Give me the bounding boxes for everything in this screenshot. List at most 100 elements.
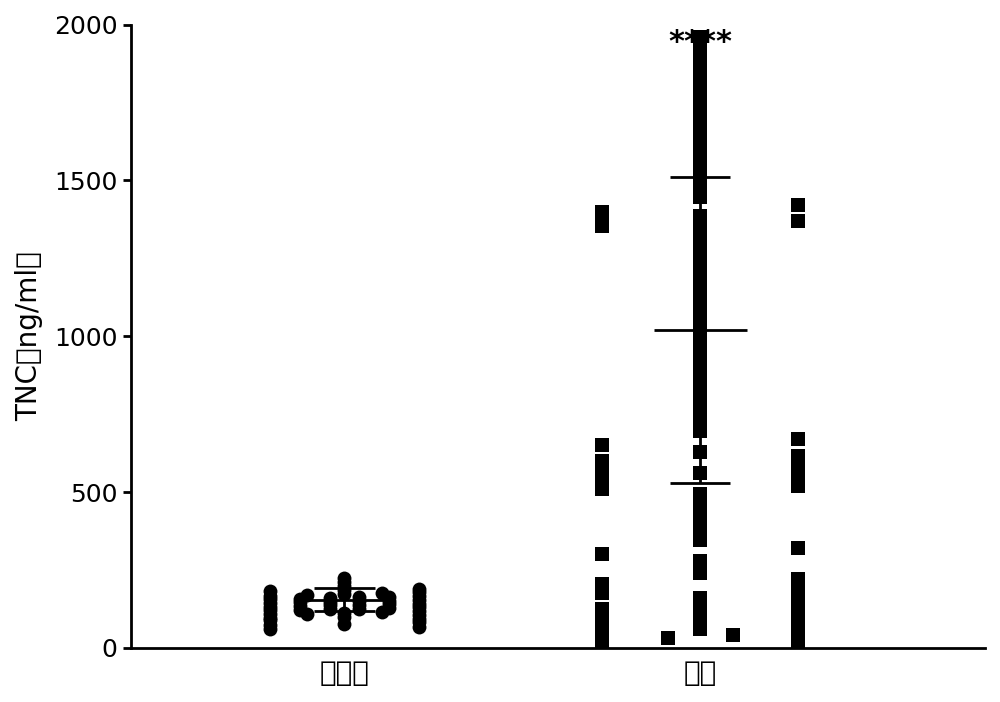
Point — [336, 580, 352, 591]
Point — [262, 615, 278, 626]
Point — [411, 621, 427, 633]
Point — [692, 312, 708, 323]
Point — [692, 352, 708, 364]
Point — [692, 418, 708, 429]
Point — [381, 599, 397, 610]
Point — [790, 621, 806, 632]
Point — [594, 471, 610, 482]
Point — [292, 600, 308, 611]
Point — [692, 555, 708, 567]
Point — [692, 600, 708, 611]
Point — [336, 607, 352, 618]
Point — [692, 192, 708, 203]
Point — [336, 584, 352, 595]
Point — [374, 588, 390, 599]
Point — [351, 595, 367, 607]
Point — [336, 589, 352, 600]
Point — [594, 578, 610, 590]
Y-axis label: TNC（ng/ml）: TNC（ng/ml） — [15, 251, 43, 421]
Point — [336, 572, 352, 583]
Point — [692, 262, 708, 273]
Point — [381, 595, 397, 606]
Point — [262, 590, 278, 601]
Point — [262, 605, 278, 616]
Point — [594, 461, 610, 472]
Point — [692, 409, 708, 420]
Point — [594, 483, 610, 494]
Point — [411, 606, 427, 617]
Point — [351, 603, 367, 614]
Point — [692, 592, 708, 604]
Point — [692, 390, 708, 401]
Point — [594, 220, 610, 231]
Point — [790, 458, 806, 470]
Point — [790, 480, 806, 491]
Point — [692, 380, 708, 392]
Point — [692, 171, 708, 183]
Point — [692, 371, 708, 383]
Point — [692, 519, 708, 531]
Point — [292, 593, 308, 604]
Point — [790, 637, 806, 648]
Point — [692, 527, 708, 538]
Point — [790, 216, 806, 227]
Point — [692, 183, 708, 194]
Point — [594, 609, 610, 621]
Point — [381, 602, 397, 614]
Point — [594, 618, 610, 629]
Point — [262, 620, 278, 631]
Point — [594, 477, 610, 489]
Point — [692, 32, 708, 43]
Point — [790, 574, 806, 585]
Point — [790, 583, 806, 595]
Point — [692, 239, 708, 250]
Point — [692, 561, 708, 572]
Point — [692, 274, 708, 286]
Point — [594, 549, 610, 560]
Point — [692, 567, 708, 578]
Point — [790, 612, 806, 623]
Point — [594, 588, 610, 599]
Point — [262, 601, 278, 612]
Text: ****: **** — [668, 27, 732, 57]
Point — [336, 577, 352, 588]
Point — [299, 589, 315, 600]
Point — [411, 610, 427, 621]
Point — [692, 225, 708, 236]
Point — [322, 592, 338, 604]
Point — [411, 602, 427, 613]
Point — [411, 583, 427, 595]
Point — [322, 596, 338, 607]
Point — [692, 91, 708, 102]
Point — [411, 587, 427, 598]
Point — [594, 639, 610, 650]
Point — [692, 66, 708, 77]
Point — [692, 535, 708, 546]
Point — [692, 231, 708, 242]
Point — [692, 56, 708, 67]
Point — [692, 511, 708, 522]
Point — [692, 615, 708, 626]
Point — [790, 543, 806, 554]
Point — [692, 38, 708, 49]
Point — [692, 488, 708, 499]
Point — [692, 116, 708, 127]
Point — [336, 611, 352, 623]
Point — [692, 399, 708, 411]
Point — [292, 597, 308, 608]
Point — [692, 161, 708, 172]
Point — [351, 600, 367, 611]
Point — [594, 625, 610, 636]
Point — [262, 612, 278, 623]
Point — [692, 496, 708, 507]
Point — [692, 623, 708, 634]
Point — [594, 439, 610, 451]
Point — [692, 78, 708, 89]
Point — [790, 474, 806, 485]
Point — [292, 604, 308, 616]
Point — [594, 456, 610, 467]
Point — [322, 600, 338, 611]
Point — [336, 618, 352, 629]
Point — [411, 614, 427, 625]
Point — [381, 591, 397, 602]
